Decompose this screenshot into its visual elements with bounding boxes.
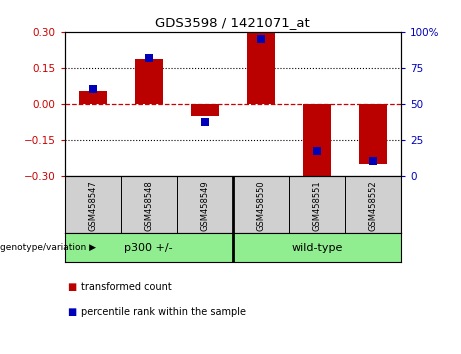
Bar: [303, 104, 331, 177]
Point: [369, 159, 377, 164]
Text: GSM458550: GSM458550: [256, 180, 266, 231]
Text: transformed count: transformed count: [81, 282, 171, 292]
Text: genotype/variation ▶: genotype/variation ▶: [0, 243, 96, 252]
Text: ■: ■: [67, 307, 76, 316]
Point: [145, 55, 152, 61]
Bar: [78, 91, 106, 104]
Bar: [247, 32, 275, 104]
Bar: [359, 104, 387, 164]
Point: [201, 120, 208, 125]
Text: GSM458548: GSM458548: [144, 180, 153, 231]
Point: [313, 148, 321, 154]
Bar: [65, 233, 233, 262]
Bar: [233, 233, 401, 262]
Text: p300 +/-: p300 +/-: [124, 242, 173, 252]
Title: GDS3598 / 1421071_at: GDS3598 / 1421071_at: [155, 16, 310, 29]
Text: wild-type: wild-type: [291, 242, 343, 252]
Bar: [191, 104, 219, 116]
Text: GSM458547: GSM458547: [88, 180, 97, 231]
Point: [257, 36, 265, 42]
Text: GSM458552: GSM458552: [368, 180, 378, 231]
Text: GSM458549: GSM458549: [200, 180, 209, 231]
Text: percentile rank within the sample: percentile rank within the sample: [81, 307, 246, 316]
Point: [89, 86, 96, 92]
Bar: [135, 59, 163, 104]
Text: ■: ■: [67, 282, 76, 292]
Text: GSM458551: GSM458551: [313, 180, 321, 231]
